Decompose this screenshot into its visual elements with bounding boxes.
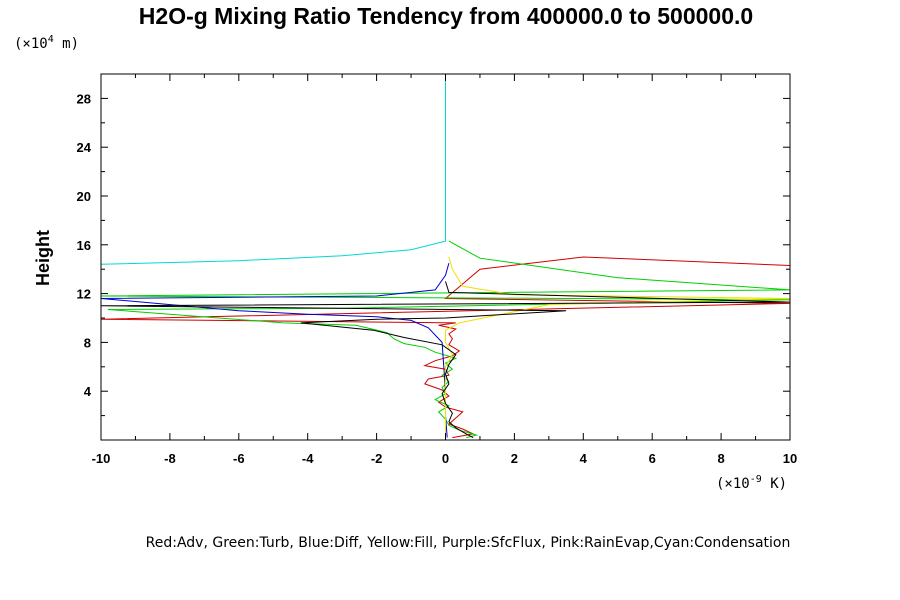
y-axis-unit: (×104 m)	[14, 34, 79, 52]
y-tick-label: 16	[77, 238, 91, 253]
plot-frame	[100, 73, 791, 441]
x-tick-label: 8	[717, 451, 724, 466]
x-tick-label: -10	[92, 451, 111, 466]
y-tick-label: 24	[77, 140, 92, 155]
series-line-diff	[100, 262, 450, 438]
series-line-fill	[445, 256, 791, 438]
series-line-condensation	[100, 74, 446, 265]
x-tick-label: -2	[371, 451, 383, 466]
x-tick-label: 2	[511, 451, 518, 466]
x-axis-unit: (×10-9 K)	[716, 474, 787, 492]
x-tick-label: -4	[302, 451, 314, 466]
x-tick-label: -6	[233, 451, 245, 466]
legend-caption: Red:Adv, Green:Turb, Blue:Diff, Yellow:F…	[146, 535, 791, 551]
chart-title: H2O-g Mixing Ratio Tendency from 400000.…	[139, 3, 753, 29]
series-layer	[100, 74, 791, 439]
x-tick-label: -8	[164, 451, 176, 466]
x-tick-label: 4	[580, 451, 588, 466]
y-tick-label: 12	[77, 287, 91, 302]
x-tick-label: 0	[442, 451, 449, 466]
series-line-adv	[100, 256, 791, 439]
x-tick-label: 6	[649, 451, 656, 466]
y-tick-label: 8	[84, 335, 91, 350]
x-tick-label: 10	[783, 451, 797, 466]
y-tick-label: 20	[77, 189, 91, 204]
y-tick-label: 4	[84, 384, 92, 399]
y-axis-label: Height	[33, 230, 53, 286]
series-line-other	[100, 281, 791, 439]
y-tick-label: 28	[77, 91, 91, 106]
